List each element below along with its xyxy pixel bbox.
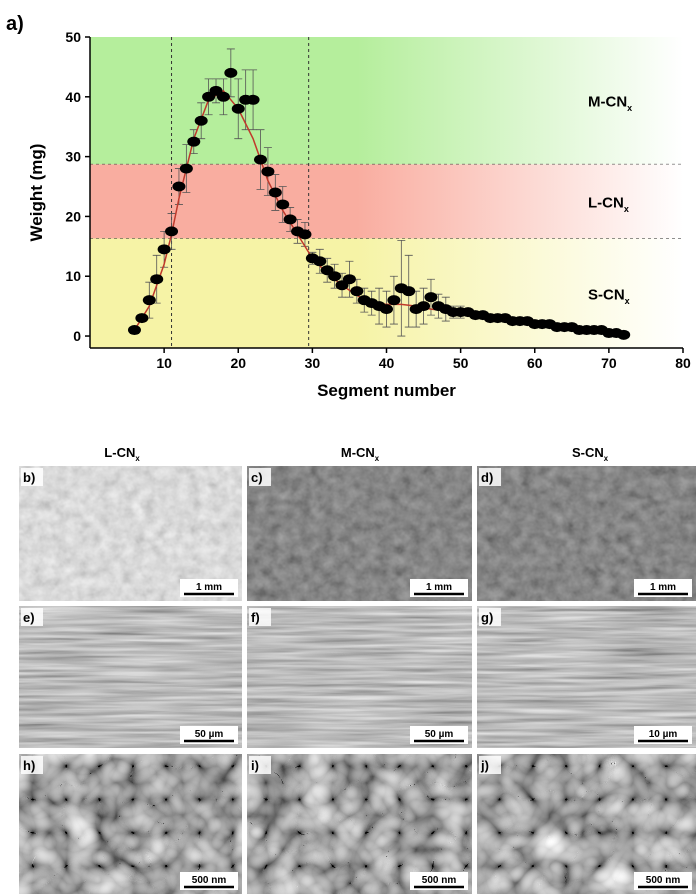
column-title: M-CNx — [341, 445, 380, 463]
data-point — [328, 271, 341, 281]
y-tick-label: 20 — [65, 208, 81, 224]
data-point — [417, 301, 430, 311]
x-axis-label: Segment number — [317, 381, 456, 400]
x-tick-label: 10 — [156, 355, 172, 371]
x-tick-label: 80 — [675, 355, 691, 371]
region-label: S-CNx — [588, 286, 630, 306]
y-tick-label: 0 — [73, 328, 81, 344]
scale-bar-label: 1 mm — [196, 582, 222, 593]
scale-bar-label: 500 nm — [422, 875, 457, 886]
data-point — [232, 104, 245, 114]
scale-bar-label: 1 mm — [650, 582, 676, 593]
data-point — [269, 188, 282, 198]
region-label-sub: x — [625, 296, 630, 306]
data-point — [313, 256, 326, 266]
data-point — [424, 292, 437, 302]
micrograph: i) 500 nm — [247, 754, 472, 894]
region-label-sub: x — [624, 204, 629, 214]
micrograph: j) 500 nm — [477, 754, 696, 894]
column-title-main: M-CN — [341, 445, 375, 460]
data-point — [276, 199, 289, 209]
data-point — [128, 325, 141, 335]
scale-bar-label: 50 µm — [425, 729, 454, 740]
panel-label: g) — [481, 610, 493, 625]
data-point — [402, 286, 415, 296]
data-point — [217, 92, 230, 102]
data-point — [380, 304, 393, 314]
data-point — [158, 244, 171, 254]
column-title-sub: x — [604, 454, 609, 463]
micrograph: d) 1 mm — [477, 466, 696, 601]
data-point — [343, 274, 356, 284]
panel-label: i) — [251, 758, 259, 773]
panel-label: j) — [480, 758, 489, 773]
panel-label: a) — [6, 13, 24, 35]
column-title: S-CNx — [572, 445, 609, 463]
data-point — [150, 274, 163, 284]
data-point — [187, 137, 200, 147]
column-title-sub: x — [375, 454, 380, 463]
data-point — [247, 95, 260, 105]
y-axis-label: Weight (mg) — [27, 144, 46, 242]
column-title-sub: x — [135, 454, 140, 463]
x-tick-label: 70 — [601, 355, 617, 371]
panel-label: f) — [251, 610, 260, 625]
scale-bar-label: 1 mm — [426, 582, 452, 593]
data-point — [143, 295, 156, 305]
x-tick-label: 30 — [305, 355, 321, 371]
y-tick-label: 10 — [65, 268, 81, 284]
data-point — [298, 229, 311, 239]
data-point — [224, 68, 237, 78]
column-title: L-CNx — [104, 445, 140, 463]
panel-label: c) — [251, 470, 263, 485]
x-tick-label: 20 — [230, 355, 246, 371]
data-point — [172, 182, 185, 192]
scale-bar-label: 10 µm — [649, 729, 678, 740]
micrograph: h) 500 nm — [19, 754, 242, 894]
figure: a) M-CNxL-CNxS-CNx0102030405010203040506… — [0, 0, 696, 894]
region-label-sub: x — [627, 103, 632, 113]
micrograph: e) 50 µm — [19, 606, 242, 748]
region-label: L-CNx — [588, 194, 629, 214]
data-point — [617, 330, 630, 340]
region-label-main: M-CN — [588, 94, 627, 111]
y-tick-label: 30 — [65, 149, 81, 165]
scale-bar-label: 50 µm — [195, 729, 224, 740]
region-label: M-CNx — [588, 94, 632, 114]
scale-bar-label: 500 nm — [192, 875, 227, 886]
column-title-main: S-CN — [572, 445, 604, 460]
data-point — [350, 286, 363, 296]
data-point — [254, 155, 267, 165]
data-point — [284, 214, 297, 224]
panel-label: b) — [23, 470, 35, 485]
data-point — [261, 167, 274, 177]
y-tick-label: 40 — [65, 89, 81, 105]
region-label-main: S-CN — [588, 286, 625, 303]
micrograph: c) 1 mm — [247, 466, 472, 601]
column-title-main: L-CN — [104, 445, 135, 460]
panel-label: d) — [481, 470, 493, 485]
scale-bar-label: 500 nm — [646, 875, 681, 886]
data-point — [387, 295, 400, 305]
panel-label: h) — [23, 758, 35, 773]
data-point — [180, 164, 193, 174]
data-point — [165, 226, 178, 236]
x-tick-label: 40 — [379, 355, 395, 371]
chart: M-CNxL-CNxS-CNx0102030405010203040506070… — [27, 29, 691, 400]
micrograph: b) 1 mm — [19, 466, 242, 601]
y-tick-label: 50 — [65, 29, 81, 45]
region-label-main: L-CN — [588, 194, 624, 211]
data-point — [135, 313, 148, 323]
micrograph: f) 50 µm — [247, 606, 472, 748]
x-tick-label: 60 — [527, 355, 543, 371]
micrograph: g) 10 µm — [477, 606, 696, 748]
data-point — [195, 116, 208, 126]
x-tick-label: 50 — [453, 355, 469, 371]
panel-label: e) — [23, 610, 35, 625]
